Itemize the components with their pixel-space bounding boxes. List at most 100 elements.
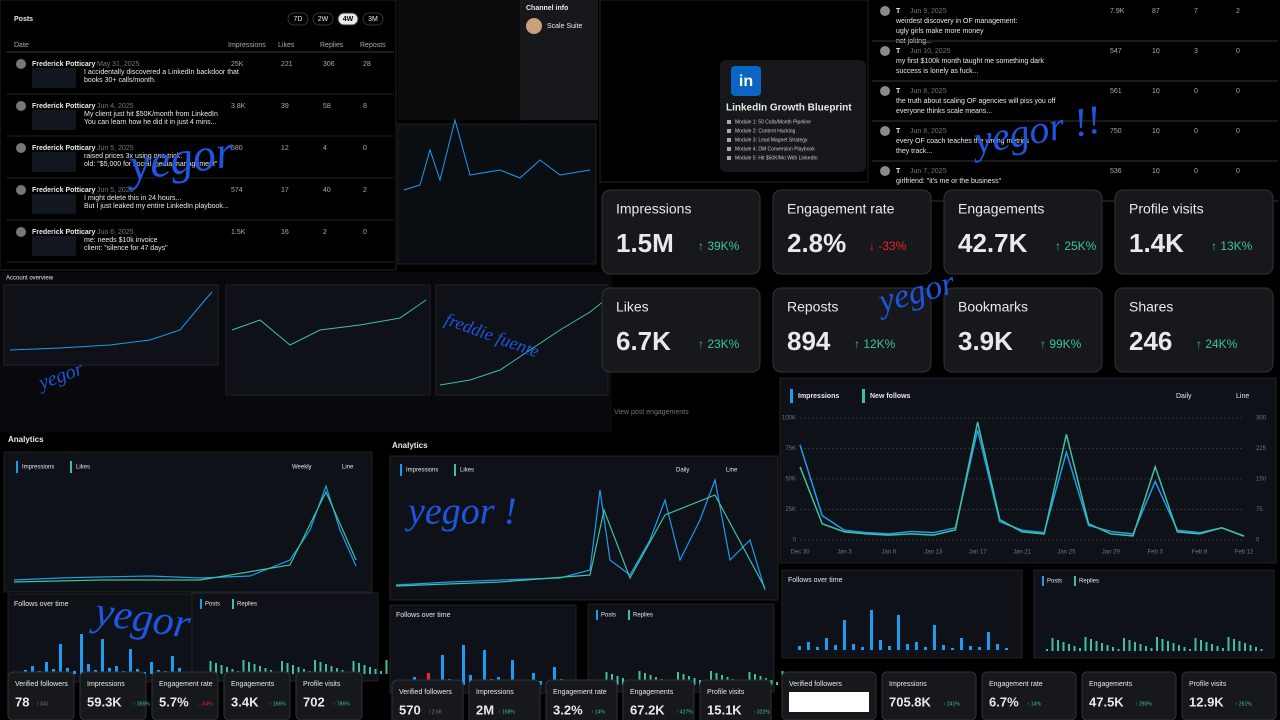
decor-bar: [511, 660, 514, 685]
author: Frederick Potticary: [32, 187, 96, 194]
tweet-text: the truth about scaling OF agencies will…: [896, 98, 1055, 105]
avatar: [16, 101, 26, 111]
tweet-stat: 0: [1236, 128, 1240, 135]
decor-bar: [385, 660, 388, 674]
stat-card: [391, 679, 464, 720]
module-bullet: [727, 129, 731, 133]
decor-bar: [1128, 640, 1131, 651]
post-metric: 0: [363, 145, 367, 152]
post-metric: 28: [363, 61, 371, 68]
tweet-stat: 2: [1236, 8, 1240, 15]
decor-bar: [1205, 642, 1208, 651]
tweet-date: Jun 9, 2025: [910, 8, 947, 15]
x-tick-label: Jan 13: [924, 550, 943, 556]
stat-label: Engagement rate: [159, 681, 213, 688]
metric-card: [601, 287, 761, 373]
decor-bar: [1139, 644, 1142, 651]
stat-card: [881, 671, 977, 720]
module: Module 2: Content Hacking: [735, 128, 796, 134]
decor-line: [439, 299, 606, 386]
legend-label: Replies: [237, 602, 257, 608]
stat-value: 78: [15, 694, 29, 709]
decor-bar: [798, 646, 801, 650]
decor-bar: [960, 638, 963, 650]
decor-bar: [532, 673, 535, 685]
range-button[interactable]: [337, 12, 359, 26]
decor-bar: [286, 663, 289, 674]
tweet-stat: 561: [1110, 88, 1122, 95]
tweet-stat: 0: [1236, 168, 1240, 175]
post-metric: 39: [281, 103, 289, 110]
x-tick-label: Jan 17: [969, 550, 988, 556]
decor-bar: [115, 666, 118, 674]
stat-label: Impressions: [476, 689, 514, 696]
column-header: Impressions: [228, 42, 266, 49]
range-label: 2W: [318, 16, 329, 23]
tweet-stat: 0: [1194, 168, 1198, 175]
x-tick-label: Jan 3: [837, 550, 852, 556]
decor-bar: [951, 648, 954, 650]
stat-value: 59.3K: [87, 694, 122, 709]
decor-bar: [363, 665, 366, 674]
author: Frederick Potticary: [32, 61, 96, 68]
y2-tick-label: 225: [1256, 446, 1267, 452]
decor-bar: [380, 671, 382, 674]
avatar: [16, 59, 26, 69]
metric-change: ↑ 23K%: [698, 337, 740, 351]
decor-bar: [933, 625, 936, 650]
decor-bar: [374, 669, 377, 674]
tweet-author: T: [896, 168, 901, 175]
tweets-panel: [870, 0, 1280, 184]
decor-bar: [699, 680, 701, 685]
x-tick-label: Feb 8: [1192, 550, 1208, 556]
thumbnail: [32, 68, 76, 88]
decor-bar: [31, 666, 34, 674]
range-button[interactable]: [312, 12, 334, 26]
decor-bar: [553, 667, 556, 685]
x-tick-label: Jan 21: [1013, 550, 1032, 556]
decor-bar: [870, 610, 873, 650]
decor-bar: [1095, 641, 1098, 651]
stat-value: 15.1K: [707, 702, 742, 717]
posts-panel: [0, 0, 397, 271]
stat-sub: ↑ 158%: [498, 709, 515, 715]
tweet-text: every OF coach teaches the wrong metrics: [896, 138, 1030, 145]
decor-bar: [1189, 649, 1191, 651]
post-metric: 2: [323, 229, 327, 236]
metric-label: Bookmarks: [958, 299, 1028, 315]
decor-bar: [1255, 647, 1257, 651]
decor-bar: [1079, 648, 1081, 651]
decor-bar: [996, 644, 999, 650]
stat-value: 705.8K: [889, 694, 932, 709]
decor-bar: [770, 680, 773, 685]
decor-line: [13, 484, 357, 581]
stat-sub: ↑ 356%: [133, 701, 150, 707]
thumbnail: [32, 110, 76, 130]
decor-bar: [462, 645, 465, 685]
post-metric: 0: [363, 229, 367, 236]
decor-bar: [325, 664, 327, 674]
module: Module 3: Lead Magnet Strategy: [735, 137, 808, 143]
x-tick-label: Feb 12: [1235, 550, 1254, 556]
tweet-stat: 547: [1110, 48, 1122, 55]
interval: Daily: [1176, 393, 1192, 400]
thumbnail: [32, 194, 76, 214]
decor-bar: [1167, 641, 1169, 651]
range-button[interactable]: [362, 12, 384, 26]
legend-label: Replies: [633, 613, 653, 619]
tweet-text: ugly girls make more money: [896, 28, 984, 35]
tweet-stat: 0: [1194, 88, 1198, 95]
legend-label: Likes: [76, 465, 90, 471]
decor-bar: [66, 668, 69, 674]
post-metric: 40: [323, 187, 331, 194]
post-text: books 30+ calls/month.: [84, 77, 156, 84]
decor-bar: [441, 655, 444, 685]
decor-bar: [469, 675, 472, 685]
decor-bar: [748, 672, 751, 685]
module-bullet: [727, 120, 731, 124]
stat-label: Engagement rate: [989, 681, 1043, 688]
channel-avatar: [526, 18, 542, 34]
mini-analytics: [397, 123, 597, 265]
decor-bar: [924, 647, 927, 650]
range-button[interactable]: [287, 12, 309, 26]
